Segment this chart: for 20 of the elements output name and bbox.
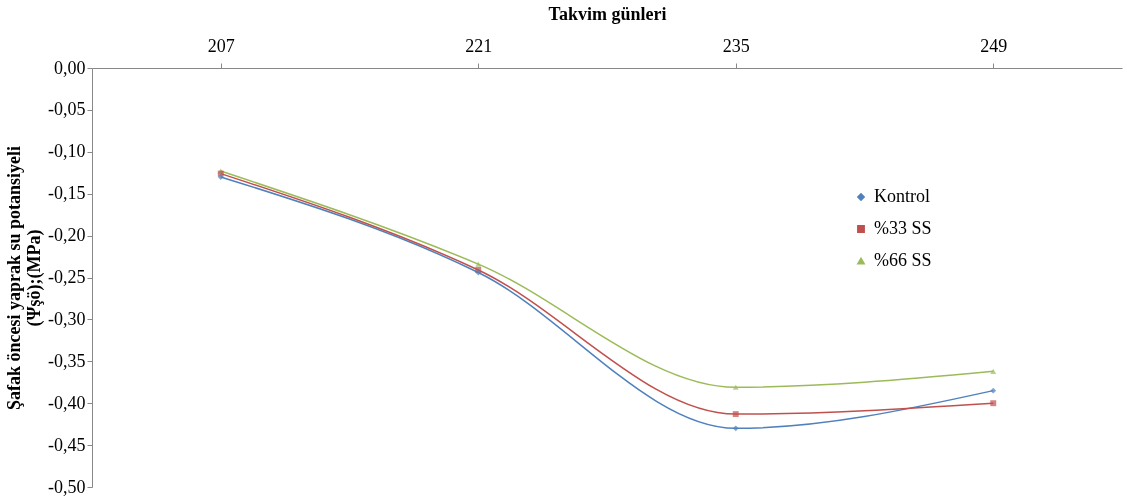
- x-axis-title: Takvim günleri: [548, 3, 667, 24]
- legend-label: %66 SS: [874, 250, 932, 270]
- y-tick-label: -0,50: [48, 476, 86, 497]
- x-tick-label: 249: [980, 35, 1008, 56]
- y-axis-title: Şafak öncesi yaprak su potansiyeli (Ψşö);(MPa): [4, 145, 46, 411]
- y-tick-label: -0,40: [48, 392, 86, 413]
- y-tick-label: -0,20: [48, 225, 86, 246]
- y-tick-label: -0,15: [48, 183, 86, 204]
- y-tick-label: -0,25: [48, 267, 86, 287]
- x-tick-label: 235: [722, 35, 750, 56]
- y-tick-label: -0,45: [48, 434, 86, 455]
- legend-label: Kontrol: [874, 186, 930, 206]
- legend-label: %33 SS: [874, 218, 932, 238]
- y-tick-label: -0,05: [48, 99, 86, 120]
- y-tick-label: 0,00: [54, 57, 86, 78]
- y-tick-label: -0,30: [48, 308, 86, 329]
- x-tick-label: 221: [465, 35, 493, 56]
- y-tick-label: -0,10: [48, 141, 86, 162]
- y-tick-label: -0,35: [48, 350, 86, 371]
- x-tick-label: 207: [207, 35, 235, 56]
